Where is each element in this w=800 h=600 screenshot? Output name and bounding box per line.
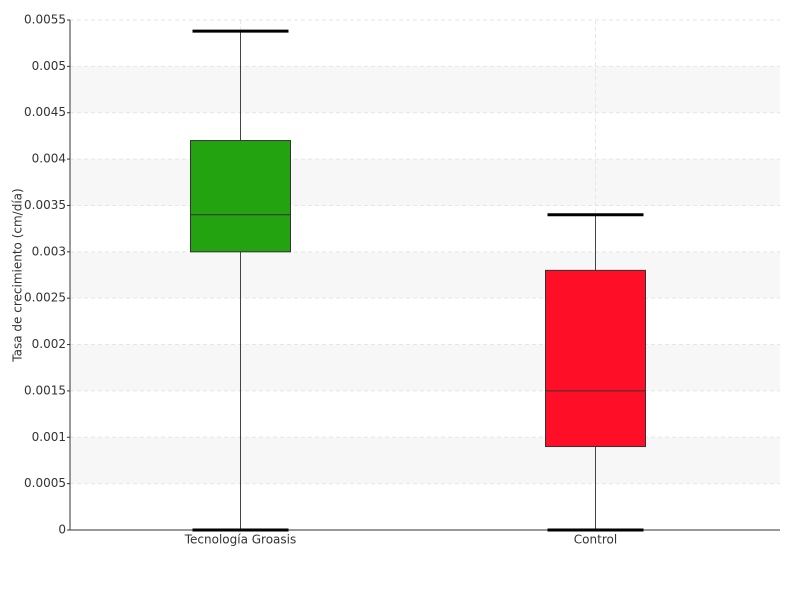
- y-tick-label: 0: [58, 523, 66, 537]
- y-tick-label: 0.0015: [24, 383, 66, 397]
- grid-band: [70, 251, 780, 299]
- grid-band: [70, 66, 780, 113]
- y-tick-label: 0.0035: [24, 198, 66, 212]
- y-tick-label: 0.0045: [24, 105, 66, 119]
- y-axis-label: Tasa de crecimiento (cm/día): [11, 188, 25, 362]
- y-tick-label: 0.0055: [24, 13, 66, 27]
- y-tick-label: 0.004: [32, 152, 66, 166]
- y-tick-label: 0.005: [32, 59, 66, 73]
- y-tick-label: 0.0025: [24, 291, 66, 305]
- grid-band: [70, 344, 780, 391]
- y-tick-label: 0.002: [32, 337, 66, 351]
- box: [190, 140, 291, 253]
- box: [545, 269, 646, 448]
- y-tick-label: 0.001: [32, 430, 66, 444]
- x-tick-label: Control: [574, 533, 617, 547]
- y-tick-label: 0.0005: [24, 476, 66, 490]
- grid-band: [70, 437, 780, 484]
- x-tick-label: Tecnología Groasis: [184, 533, 297, 547]
- y-tick-label: 0.003: [32, 244, 66, 258]
- grid-band: [70, 159, 780, 206]
